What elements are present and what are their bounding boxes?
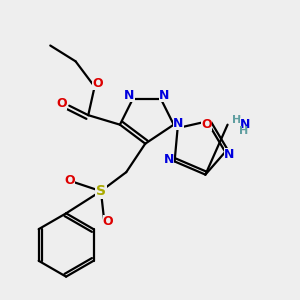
- Text: N: N: [159, 89, 169, 102]
- Text: N: N: [164, 153, 174, 166]
- Text: N: N: [173, 117, 184, 130]
- Text: N: N: [224, 148, 234, 161]
- Text: H: H: [232, 115, 242, 125]
- Text: N: N: [240, 118, 250, 131]
- Text: S: S: [96, 184, 106, 198]
- Text: O: O: [201, 118, 212, 131]
- Text: O: O: [64, 174, 75, 187]
- Text: N: N: [124, 89, 135, 102]
- Text: O: O: [103, 215, 113, 228]
- Text: O: O: [92, 77, 103, 90]
- Text: O: O: [56, 97, 67, 110]
- Text: H: H: [239, 126, 248, 136]
